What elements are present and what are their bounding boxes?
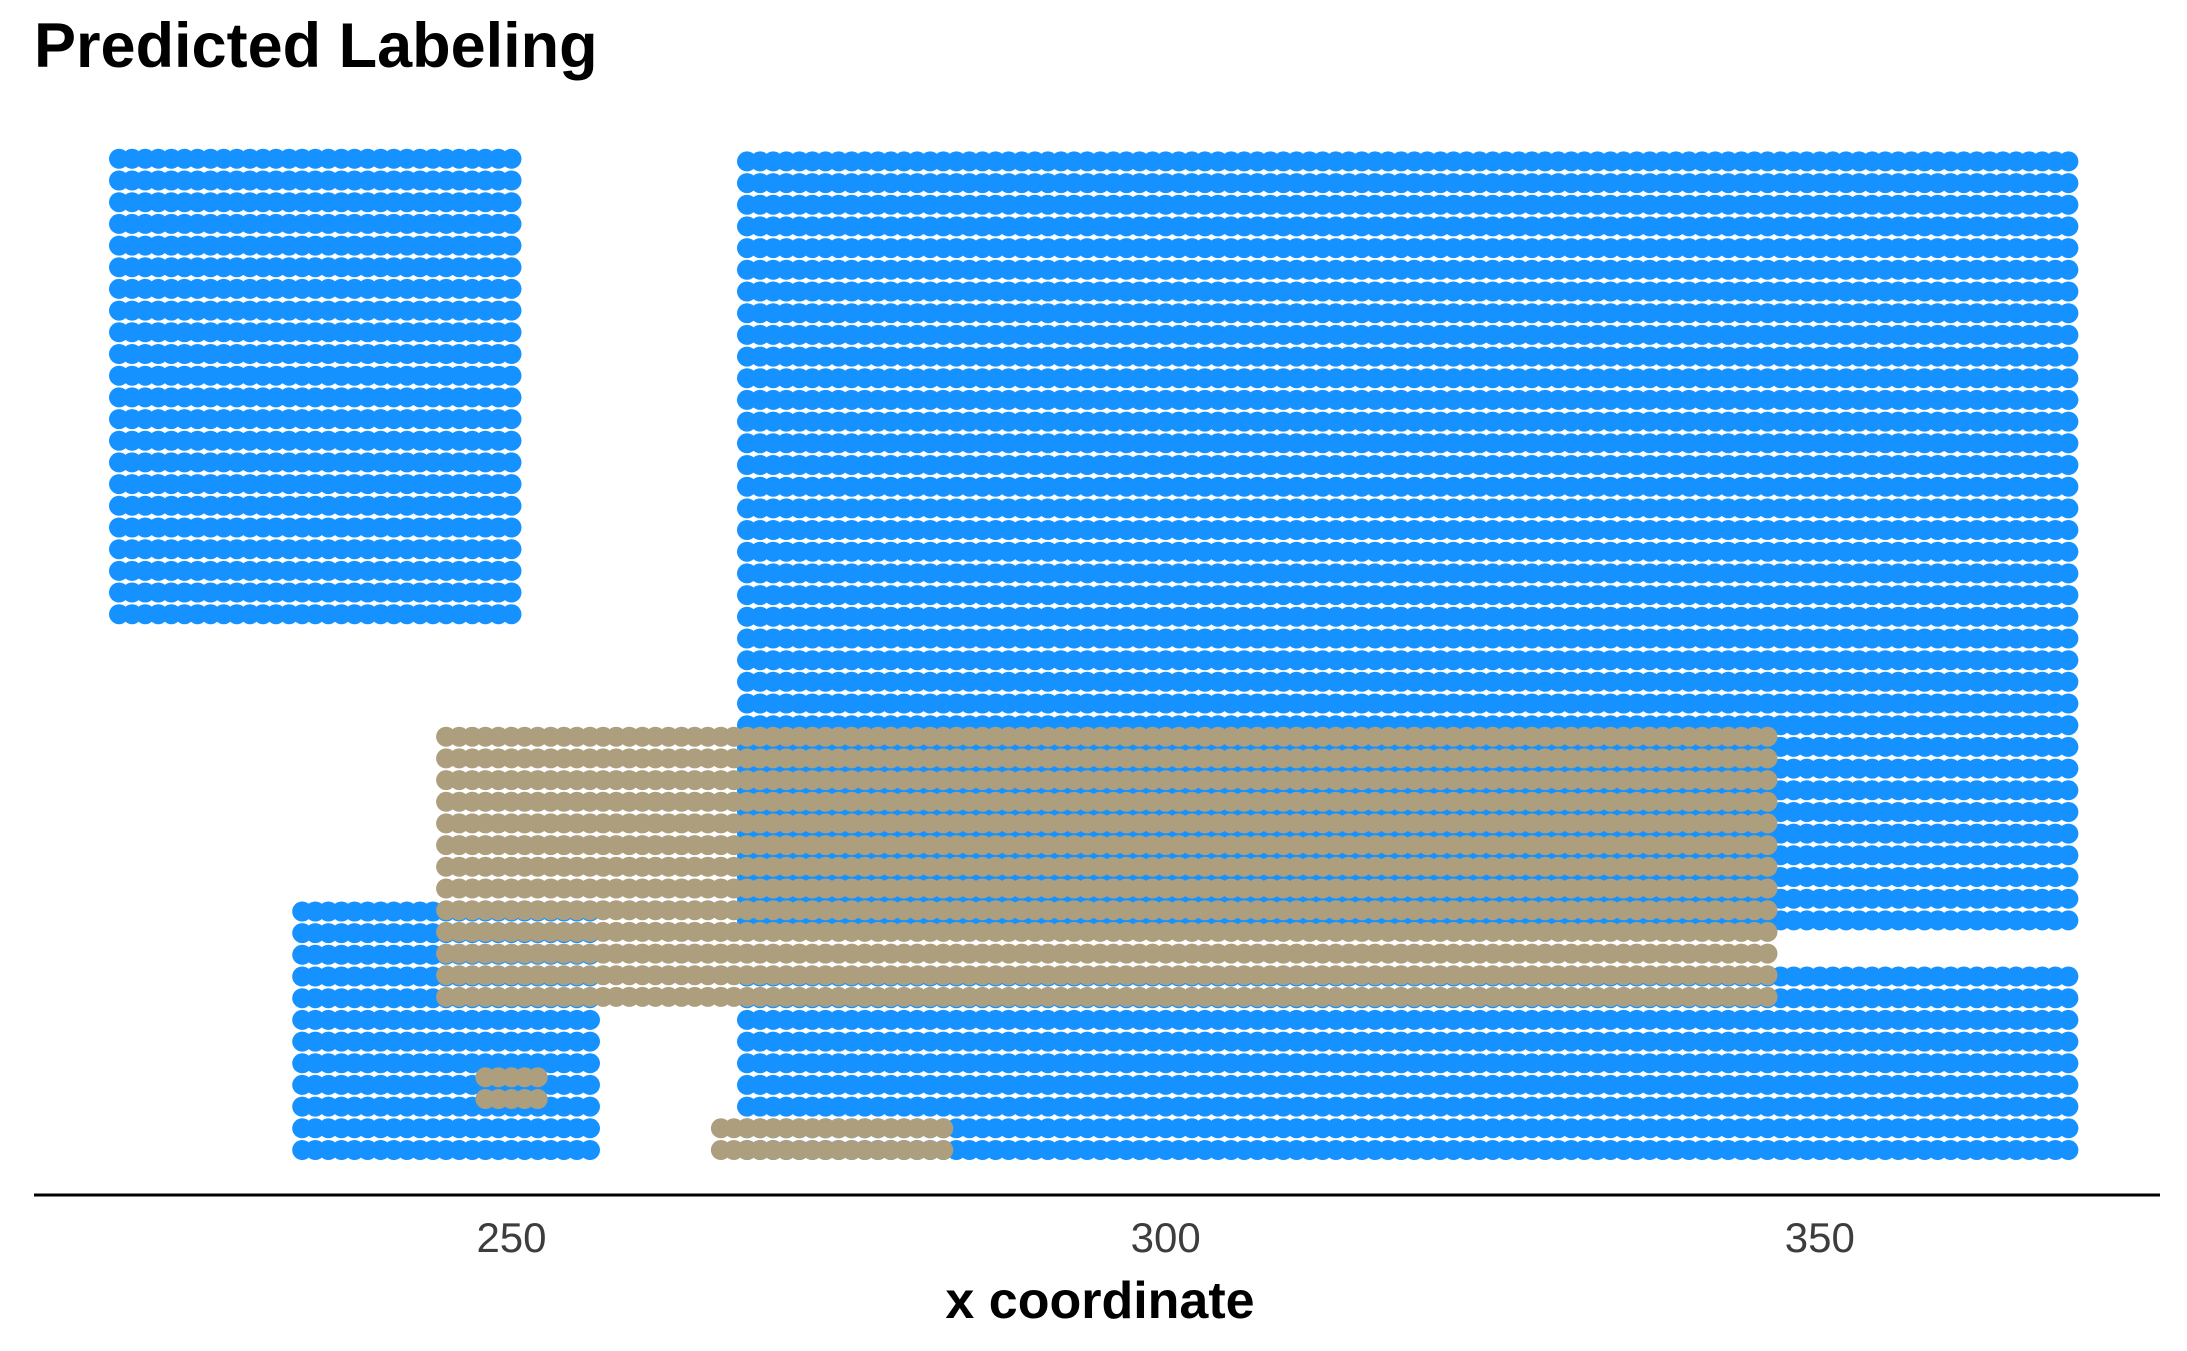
- scatter-point: [2058, 823, 2079, 844]
- scatter-point: [501, 517, 522, 538]
- scatter-point: [2058, 888, 2079, 909]
- scatter-point: [501, 257, 522, 278]
- scatter-point: [501, 409, 522, 430]
- scatter-point: [2058, 780, 2079, 801]
- scatter-point: [2058, 411, 2079, 432]
- scatter-point: [2058, 324, 2079, 345]
- scatter-point: [2058, 216, 2079, 237]
- scatter-point: [501, 604, 522, 625]
- scatter-point: [501, 365, 522, 386]
- scatter-point: [501, 148, 522, 169]
- scatter-point: [2058, 563, 2079, 584]
- scatter-point: [501, 495, 522, 516]
- scatter-point: [2058, 151, 2079, 172]
- scatter-point: [2058, 303, 2079, 324]
- scatter-point: [2058, 650, 2079, 671]
- scatter-point: [2058, 758, 2079, 779]
- scatter-point: [501, 452, 522, 473]
- scatter-point: [2058, 346, 2079, 367]
- scatter-points: [109, 148, 2079, 1160]
- scatter-point: [2058, 736, 2079, 757]
- scatter-point: [2058, 585, 2079, 606]
- scatter-point: [501, 192, 522, 213]
- scatter-point: [2058, 259, 2079, 280]
- scatter-point: [501, 213, 522, 234]
- scatter-point: [2058, 281, 2079, 302]
- scatter-point: [2058, 368, 2079, 389]
- scatter-point: [2058, 389, 2079, 410]
- scatter-point: [501, 560, 522, 581]
- scatter-point: [2058, 520, 2079, 540]
- scatter-point: [2058, 715, 2079, 736]
- scatter-point: [501, 344, 522, 364]
- scatter-point: [501, 322, 522, 343]
- scatter-point: [2058, 541, 2079, 562]
- scatter-point: [2058, 606, 2079, 627]
- scatter-point: [2058, 173, 2079, 194]
- scatter-point: [501, 170, 522, 191]
- scatter-point: [2058, 867, 2079, 887]
- scatter-point: [2058, 802, 2079, 822]
- scatter-point: [2058, 910, 2079, 931]
- scatter-point: [501, 582, 522, 603]
- scatter-point: [2058, 671, 2079, 692]
- scatter-point: [2058, 693, 2079, 714]
- scatter-point: [501, 474, 522, 495]
- scatter-point: [501, 539, 522, 560]
- scatter-point: [501, 235, 522, 256]
- scatter-point: [501, 387, 522, 408]
- scatter-point: [2058, 238, 2079, 259]
- scatter-point: [2058, 476, 2079, 497]
- scatter-point: [2058, 455, 2079, 475]
- scatter-point: [2058, 194, 2079, 215]
- chart-title: Predicted Labeling: [34, 11, 598, 81]
- scatter-point: [501, 300, 522, 321]
- scatter-point: [2058, 433, 2079, 454]
- scatter-point: [2058, 498, 2079, 519]
- scatter-point: [2058, 845, 2079, 866]
- scatter-point: [501, 430, 522, 451]
- scatter-point: [501, 278, 522, 299]
- scatter-point: [2058, 628, 2079, 649]
